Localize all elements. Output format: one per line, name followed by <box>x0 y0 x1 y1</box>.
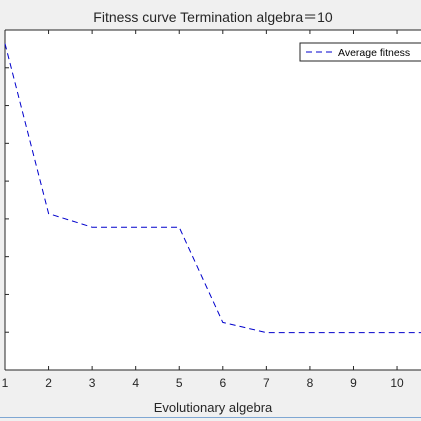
x-tick-label-2: 2 <box>45 376 52 390</box>
legend-box <box>299 42 421 62</box>
series-line-0 <box>4 43 421 334</box>
x-tick-label-5: 5 <box>176 376 183 390</box>
chart-title: Fitness curve Termination algebra＝10 <box>93 9 333 25</box>
x-tick-label-10: 10 <box>390 376 404 390</box>
legend-label: Average fitness <box>338 47 410 59</box>
x-tick-label-8: 8 <box>307 376 314 390</box>
x-tick-label-1: 1 <box>2 376 9 390</box>
x-tick-label-7: 7 <box>263 376 270 390</box>
x-tick-label-4: 4 <box>132 376 139 390</box>
x-tick-label-3: 3 <box>89 376 96 390</box>
window-bottom-border <box>0 417 421 418</box>
x-axis-label: Evolutionary algebra <box>154 400 273 415</box>
x-tick-label-9: 9 <box>350 376 357 390</box>
plot-area <box>5 30 421 370</box>
x-tick-label-6: 6 <box>219 376 226 390</box>
